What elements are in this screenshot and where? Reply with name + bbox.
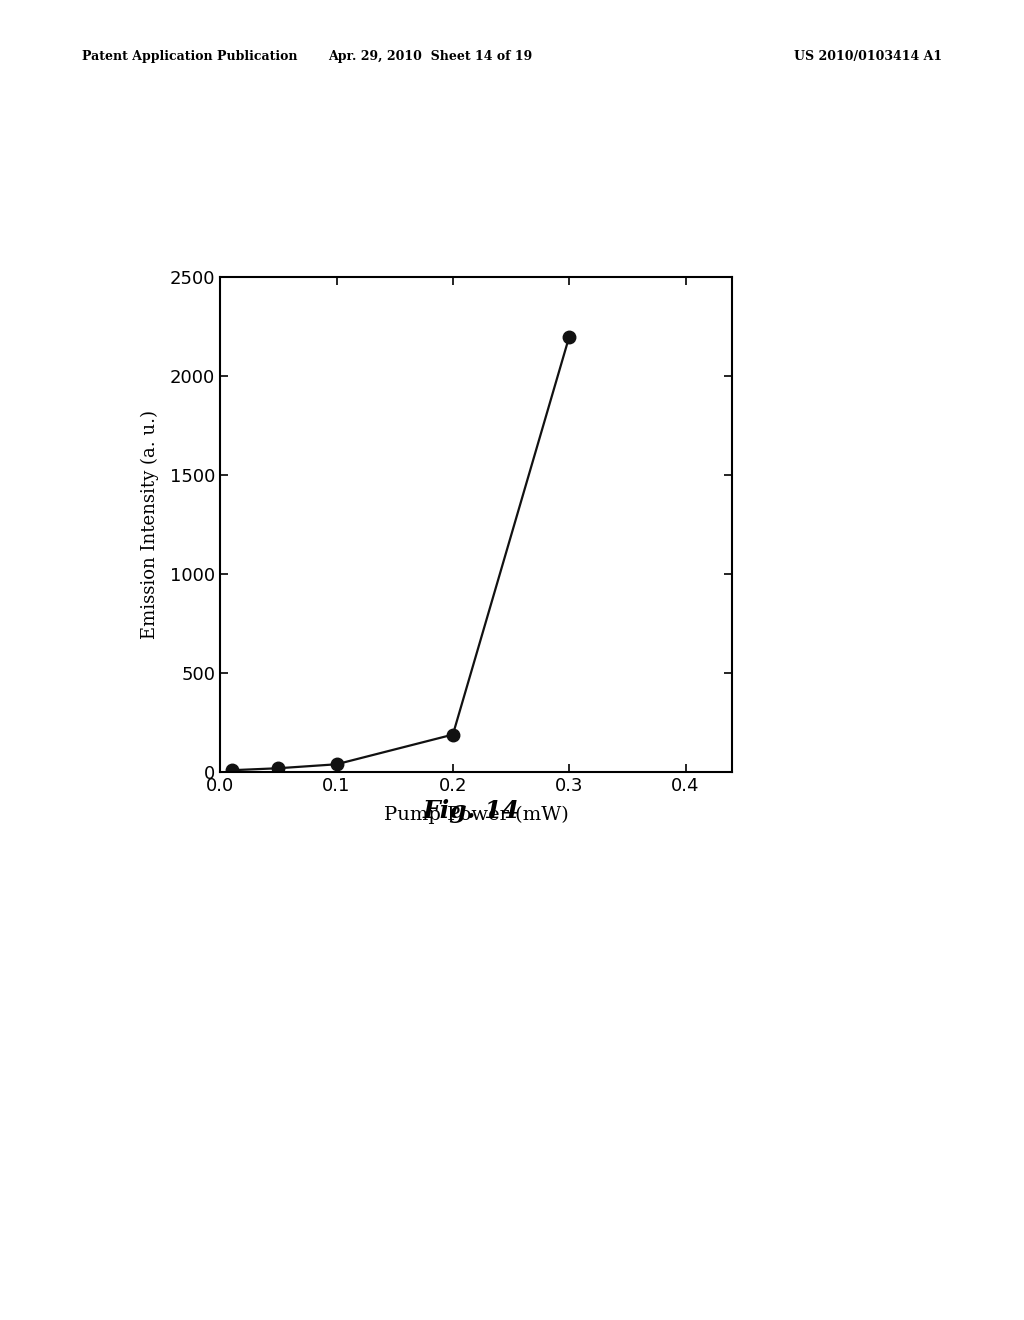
Text: Fig. 14: Fig. 14: [423, 799, 519, 822]
Text: US 2010/0103414 A1: US 2010/0103414 A1: [794, 50, 942, 63]
Y-axis label: Emission Intensity (a. u.): Emission Intensity (a. u.): [140, 411, 159, 639]
X-axis label: Pump Power (mW): Pump Power (mW): [384, 807, 568, 825]
Text: Patent Application Publication: Patent Application Publication: [82, 50, 297, 63]
Text: Apr. 29, 2010  Sheet 14 of 19: Apr. 29, 2010 Sheet 14 of 19: [328, 50, 532, 63]
